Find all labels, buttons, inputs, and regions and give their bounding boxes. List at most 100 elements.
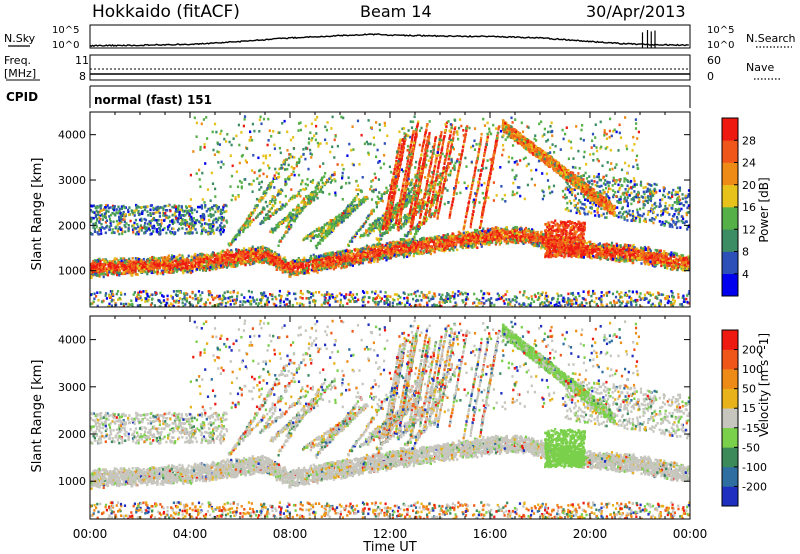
power-echo-cell xyxy=(173,265,176,268)
power-echo-cell xyxy=(514,237,517,240)
power-echo-cell xyxy=(226,253,229,256)
power-echo-cell xyxy=(248,247,251,250)
power-echo-cell xyxy=(277,253,281,257)
power-echo-cell xyxy=(502,228,505,231)
power-echo-cell xyxy=(511,240,514,244)
power-echo-cell xyxy=(616,244,619,247)
power-echo-cell xyxy=(204,269,208,272)
power-echo-cell xyxy=(440,248,443,251)
power-echo-cell xyxy=(654,261,657,265)
power-echo-cell xyxy=(314,260,317,264)
power-echo-cell xyxy=(632,249,635,252)
power-echo-cell xyxy=(312,253,315,257)
power-echo-cell xyxy=(531,242,534,246)
power-echo-cell xyxy=(374,253,377,256)
power-echo-cell xyxy=(238,251,241,254)
power-echo-cell xyxy=(498,236,501,240)
power-echo-cell xyxy=(539,241,542,245)
station-title: Hokkaido (fitACF) xyxy=(92,2,240,22)
power-echo-cell xyxy=(531,238,534,241)
power-echo-cell xyxy=(91,266,94,269)
power-echo-cell xyxy=(122,257,125,260)
power-echo-cell xyxy=(675,257,678,261)
power-echo-cell xyxy=(397,249,400,252)
power-echo-cell xyxy=(532,229,535,232)
power-echo-cell xyxy=(475,236,478,239)
power-echo-cell xyxy=(341,249,344,253)
power-echo-cell xyxy=(175,257,178,260)
power-echo-cell xyxy=(501,228,504,232)
power-echo-cell xyxy=(132,269,135,273)
power-echo-cell xyxy=(685,267,688,270)
power-echo-cell xyxy=(631,252,634,256)
power-echo-cell xyxy=(595,249,598,253)
power-echo-cell xyxy=(232,255,235,258)
power-echo-cell xyxy=(423,246,427,249)
power-echo-cell xyxy=(337,250,340,254)
power-echo-cell xyxy=(460,232,464,236)
power-echo-cell xyxy=(305,266,308,270)
power-echo-cell xyxy=(505,228,508,231)
power-echo-cell xyxy=(195,258,198,261)
power-echo-cell xyxy=(497,226,500,230)
power-echo-cell xyxy=(483,230,486,233)
power-echo-cell xyxy=(318,261,321,264)
power-echo-cell xyxy=(202,264,205,268)
power-echo-cell xyxy=(410,246,413,250)
power-echo-cell xyxy=(359,250,362,253)
power-echo-cell xyxy=(330,251,333,255)
power-echo-cell xyxy=(180,256,183,260)
power-echo-cell xyxy=(516,233,519,237)
power-echo-cell xyxy=(656,258,659,261)
power-echo-cell xyxy=(390,250,393,253)
power-echo-cell xyxy=(331,258,334,261)
power-echo-cell xyxy=(477,242,480,245)
power-echo-cell xyxy=(132,261,135,265)
power-echo-cell xyxy=(644,262,647,266)
power-echo-cell xyxy=(672,255,676,258)
power-echo-cell xyxy=(187,260,190,264)
power-echo-cell xyxy=(369,251,372,255)
power-echo-cell xyxy=(405,252,408,255)
power-echo-cell xyxy=(366,247,369,250)
power-echo-cell xyxy=(585,242,588,245)
power-echo-cell xyxy=(160,269,163,273)
power-echo-cell xyxy=(539,239,542,243)
power-echo-cell xyxy=(620,255,623,258)
power-echo-cell xyxy=(200,261,203,264)
power-echo-cell xyxy=(376,260,379,263)
power-echo-cell xyxy=(209,261,212,264)
power-echo-cell xyxy=(406,255,409,258)
power-echo-cell xyxy=(420,247,423,250)
power-echo-cell xyxy=(95,274,98,277)
power-echo-cell xyxy=(513,241,516,244)
power-echo-cell xyxy=(488,241,491,244)
power-echo-cell xyxy=(366,255,369,258)
power-echo-cell xyxy=(677,266,680,270)
power-echo-cell xyxy=(465,246,468,250)
power-echo-cell xyxy=(443,248,446,252)
power-echo-cell xyxy=(90,274,93,278)
power-echo-cell xyxy=(587,253,590,257)
power-echo-cell xyxy=(593,248,596,252)
power-echo-cell xyxy=(497,239,500,242)
power-echo-cell xyxy=(162,263,165,267)
power-echo-cell xyxy=(498,229,501,232)
power-echo-cell xyxy=(532,233,536,237)
power-echo-cell xyxy=(215,262,218,266)
power-echo-cell xyxy=(156,272,159,276)
power-echo-cell xyxy=(595,256,599,259)
power-echo-cell xyxy=(486,235,489,238)
power-echo-cell xyxy=(116,264,119,268)
power-echo-cell xyxy=(222,249,225,253)
power-echo-cell xyxy=(377,245,380,248)
power-echo-cell xyxy=(619,253,622,256)
power-echo-cell xyxy=(573,240,577,243)
power-echo-cell xyxy=(650,253,654,257)
power-echo-cell xyxy=(372,243,375,247)
power-echo-cell xyxy=(96,265,99,269)
power-echo-cell xyxy=(186,257,189,261)
power-echo-cell xyxy=(123,261,127,264)
power-echo-cell xyxy=(279,255,282,259)
power-echo-cell xyxy=(621,253,624,257)
